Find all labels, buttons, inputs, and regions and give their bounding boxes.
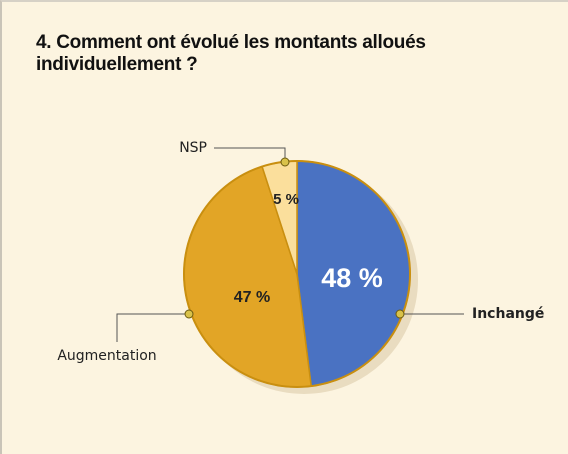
pie-outline xyxy=(183,160,411,388)
category-label: Inchangé xyxy=(472,306,544,322)
leader-dot xyxy=(395,309,405,319)
leader-dot xyxy=(184,309,194,319)
value-label: 48 % xyxy=(321,263,383,293)
category-label: NSP xyxy=(179,140,207,156)
chart-title: 4. Comment ont évolué les montants allou… xyxy=(36,32,426,75)
value-label: 5 % xyxy=(273,191,299,208)
category-label: Augmentation xyxy=(57,348,156,364)
leader-line xyxy=(116,313,189,342)
value-label: 47 % xyxy=(234,289,270,306)
leader-dot xyxy=(280,157,290,167)
leader-line xyxy=(214,147,286,162)
